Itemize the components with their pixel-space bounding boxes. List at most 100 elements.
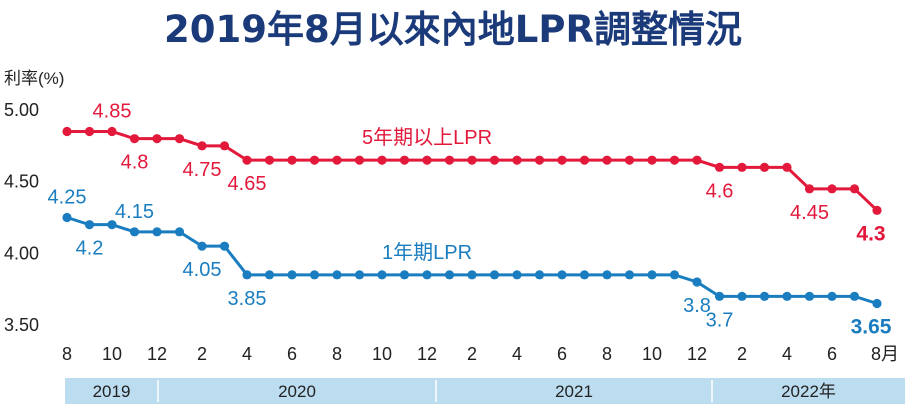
data-point xyxy=(422,155,432,165)
data-point xyxy=(602,155,612,165)
x-tick-label: 8月 xyxy=(871,344,899,364)
data-point xyxy=(264,155,275,165)
data-point xyxy=(714,291,725,301)
data-label: 4.85 xyxy=(93,101,132,123)
data-point xyxy=(872,205,882,215)
data-point xyxy=(557,270,567,280)
data-point xyxy=(467,270,477,280)
year-label: 2021 xyxy=(555,382,593,401)
data-point xyxy=(579,155,590,165)
y-tick-label: 4.50 xyxy=(4,172,39,192)
data-point xyxy=(84,220,95,230)
x-tick-label: 10 xyxy=(372,344,392,364)
x-tick-label: 8 xyxy=(332,344,342,364)
x-tick-label: 12 xyxy=(417,344,437,364)
year-band-background xyxy=(65,378,905,404)
data-point xyxy=(669,155,680,165)
data-label: 3.65 xyxy=(851,316,892,339)
x-tick-label: 2 xyxy=(197,344,207,364)
data-label: 4.2 xyxy=(76,238,104,260)
data-point xyxy=(512,155,522,165)
x-tick-label: 2 xyxy=(467,344,477,364)
data-label: 4.15 xyxy=(115,201,154,223)
data-point xyxy=(849,184,860,194)
data-point xyxy=(264,270,275,280)
data-label: 4.65 xyxy=(228,173,267,195)
data-point xyxy=(489,270,500,280)
data-point xyxy=(197,141,207,151)
data-point xyxy=(174,227,185,237)
data-label: 4.3 xyxy=(856,222,885,245)
data-point xyxy=(804,184,815,194)
year-label: 2022年 xyxy=(781,382,836,401)
data-label: 3.8 xyxy=(683,295,711,317)
x-tick-label: 6 xyxy=(557,344,567,364)
data-point xyxy=(534,155,545,165)
x-tick-label: 4 xyxy=(512,344,522,364)
data-point xyxy=(332,155,342,165)
data-point xyxy=(489,155,500,165)
year-label: 2019 xyxy=(93,382,131,401)
data-point xyxy=(557,155,567,165)
data-point xyxy=(692,277,702,287)
data-point xyxy=(624,270,635,280)
data-point xyxy=(62,126,72,137)
y-axis-label: 利率(%) xyxy=(4,69,64,88)
x-tick-label: 10 xyxy=(642,344,662,364)
x-tick-label: 6 xyxy=(287,344,297,364)
data-point xyxy=(174,134,185,144)
data-label: 4.8 xyxy=(121,152,149,174)
data-point xyxy=(512,270,522,280)
data-point xyxy=(129,134,140,144)
data-point xyxy=(624,155,635,165)
data-label: 4.6 xyxy=(706,180,734,202)
data-point xyxy=(467,155,477,165)
x-tick-label: 2 xyxy=(737,344,747,364)
data-point xyxy=(422,270,432,280)
data-point xyxy=(827,291,837,301)
data-point xyxy=(399,270,410,280)
data-point xyxy=(579,270,590,280)
data-label: 4.05 xyxy=(183,259,222,281)
series-name-label: 1年期LPR xyxy=(382,241,472,264)
series-1: 4.25 4.2 4.15 4.05 3.85 3.83.7 3.65 1年期LPR xyxy=(48,187,892,339)
y-tick-label: 3.50 xyxy=(4,315,39,335)
data-point xyxy=(152,134,162,144)
data-point xyxy=(872,298,882,309)
series-name-label: 5年期以上LPR xyxy=(362,126,492,149)
data-point xyxy=(309,155,320,165)
data-point xyxy=(759,162,770,172)
series-layer: 4.854.8 4.754.65 4.64.454.35年期以上LPR4.254.2… xyxy=(48,101,892,339)
data-point xyxy=(737,162,747,172)
data-label: 4.75 xyxy=(183,159,222,181)
data-point xyxy=(332,270,342,280)
data-point xyxy=(804,291,815,301)
data-point xyxy=(444,270,455,280)
data-label: 4.25 xyxy=(48,187,87,209)
data-point xyxy=(242,270,252,280)
x-tick-label: 12 xyxy=(687,344,707,364)
chart-title: 2019年8月以來內地LPR調整情況 xyxy=(164,8,742,51)
data-point xyxy=(197,241,207,251)
x-tick-label: 8 xyxy=(62,344,72,364)
x-tick-label: 6 xyxy=(827,344,837,364)
data-label: 3.85 xyxy=(228,288,267,310)
data-point xyxy=(399,155,410,165)
data-point xyxy=(737,291,747,301)
y-tick-labels: 5.00 4.50 4.00 3.50 xyxy=(4,100,39,335)
data-point xyxy=(669,270,680,280)
data-point xyxy=(107,220,117,230)
year-band: 2019 2020 2021 2022年 xyxy=(65,378,905,404)
data-point xyxy=(759,291,770,301)
data-point xyxy=(62,212,72,223)
data-point xyxy=(354,270,365,280)
data-point xyxy=(444,155,455,165)
data-point xyxy=(782,162,792,172)
data-point xyxy=(377,155,387,165)
x-tick-label: 10 xyxy=(102,344,122,364)
data-point xyxy=(219,141,230,151)
x-tick-label: 4 xyxy=(242,344,252,364)
data-point xyxy=(849,291,860,301)
data-point xyxy=(107,126,117,137)
